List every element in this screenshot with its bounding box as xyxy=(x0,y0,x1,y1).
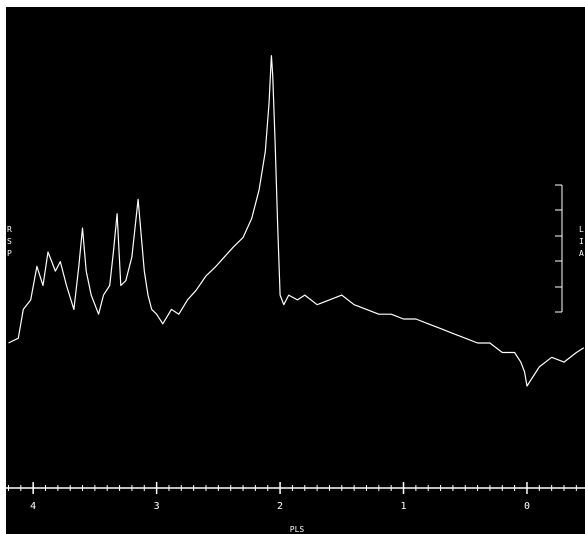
x-tick-label: 4 xyxy=(30,501,36,512)
x-axis: 4 3 2 1 0 xyxy=(6,482,585,512)
left-orientation-label: P xyxy=(7,249,12,258)
x-axis-major-ticks: 4 3 2 1 0 xyxy=(30,482,530,512)
left-orientation-label: S xyxy=(7,237,12,246)
left-orientation-label: R xyxy=(7,225,12,234)
spectrum-line xyxy=(8,55,585,387)
right-orientation-labels: L I A xyxy=(579,225,584,258)
right-orientation-label: L xyxy=(579,225,584,234)
x-tick-label: 3 xyxy=(154,501,160,512)
spectrum-plot: R S P L I A 4 3 2 1 0 xyxy=(6,55,585,534)
scale-bar xyxy=(555,184,563,313)
x-tick-label: 0 xyxy=(524,501,530,512)
spectrum-series xyxy=(8,55,585,387)
right-orientation-label: I xyxy=(579,237,584,246)
left-orientation-labels: R S P xyxy=(7,225,12,258)
spectrum-viewer: R S P L I A 4 3 2 1 0 xyxy=(6,7,585,534)
right-orientation-label: A xyxy=(579,249,584,258)
x-axis-title: PLS xyxy=(290,525,305,534)
x-tick-label: 1 xyxy=(401,501,407,512)
x-tick-label: 2 xyxy=(277,501,283,512)
